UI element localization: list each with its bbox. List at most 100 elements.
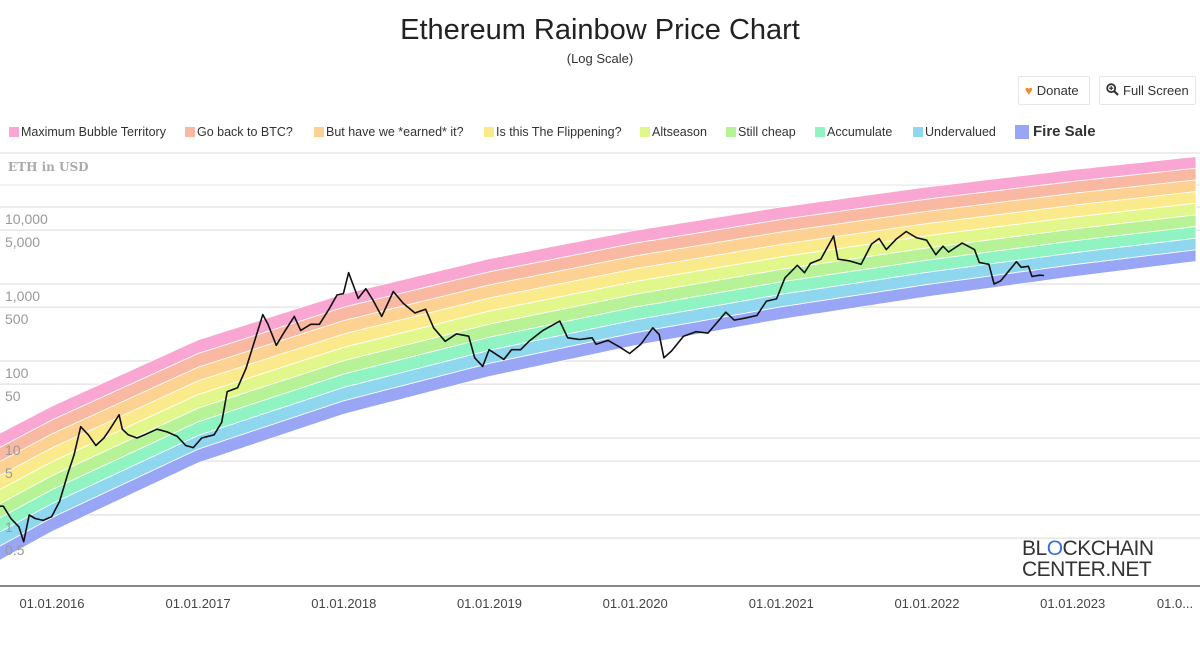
x-tick-label: 01.01.2018 [311,596,376,611]
price-point [716,321,719,323]
legend-item-undervalued[interactable]: Undervalued [913,125,996,139]
logo-text: CKCHAIN [1062,537,1155,560]
x-tick-label: 01.01.2022 [894,596,959,611]
legend-item-maximum-bubble-territory[interactable]: Maximum Bubble Territory [9,125,166,139]
price-point [245,367,247,370]
donate-label: Donate [1036,83,1079,98]
price-point [870,243,873,245]
legend-swatch [726,127,736,137]
price-point [275,344,277,346]
full-screen-button[interactable]: Full Screen [1099,76,1196,105]
price-point [510,349,513,351]
price-point [226,391,228,393]
price-point [520,349,522,351]
y-tick-label: 100 [5,365,29,381]
price-point [42,519,44,522]
price-point [444,340,446,342]
price-point [796,264,798,266]
price-point [166,431,168,433]
legend-label: Maximum Bubble Territory [21,125,166,139]
x-tick-label: 01.01.2020 [603,596,668,611]
price-point [733,319,735,321]
price-point [496,354,498,356]
y-tick-label: 10,000 [5,211,48,227]
logo-text: BL [1022,537,1047,560]
y-axis-label: ETH in USD [8,160,89,174]
legend-label: Is this The Flippening? [496,125,622,139]
price-point [860,263,862,265]
price-point [559,320,561,322]
y-tick-label: 5 [5,465,13,481]
price-point [185,444,187,447]
blockchaincenter-logo[interactable]: BLOCKCHAIN CENTER.NET [1022,538,1154,580]
x-tick-label: 01.01.2019 [457,596,522,611]
price-point [23,541,25,543]
legend-item-accumulate[interactable]: Accumulate [815,125,892,139]
price-point [1015,261,1018,263]
price-point [342,293,344,295]
price-point [973,249,976,251]
price-point [942,245,944,247]
price-point [591,337,593,339]
price-point [310,323,312,325]
price-point [262,314,264,316]
price-point [80,426,82,428]
price-point [103,437,105,439]
price-point [282,334,284,336]
price-point [433,327,435,329]
legend-item-go-back-to-btc[interactable]: Go back to BTC? [185,125,293,139]
price-point [670,350,673,352]
price-point [18,526,20,528]
price-point [87,434,89,436]
price-point [528,340,530,342]
legend-swatch [815,127,825,137]
legend-item-fire-sale[interactable]: Fire Sale [1015,123,1096,140]
price-point [2,505,4,507]
price-point [658,334,660,336]
legend-item-altseason[interactable]: Altseason [640,125,707,139]
price-point [136,437,138,439]
zoom-in-icon [1106,82,1119,99]
price-point [579,338,581,341]
price-point [201,437,203,439]
legend-swatch [913,127,923,137]
price-point [848,260,850,262]
price-point [118,414,120,416]
price-point [468,335,470,337]
donate-button[interactable]: ♥ Donate [1018,76,1090,105]
price-point [915,237,917,239]
legend-swatch [9,127,19,137]
legend-item-earned-it[interactable]: But have we *earned* it? [314,125,464,139]
price-point [73,454,75,456]
price-point [607,339,609,341]
price-point [255,337,257,339]
price-point [192,447,194,449]
price-point [682,335,685,337]
price-point [488,349,490,351]
price-point [425,308,427,310]
price-point [34,517,36,520]
legend: Maximum Bubble Territory Go back to BTC?… [0,123,1200,143]
legend-item-flippening[interactable]: Is this The Flippening? [484,125,622,139]
eth-price-line [0,230,1044,543]
legend-swatch [185,127,195,137]
logo-text: CENTER.NET [1022,558,1152,581]
x-tick-label: 01.01.2017 [166,596,231,611]
price-point [935,254,937,256]
price-point [318,323,320,325]
price-point [775,298,778,300]
legend-swatch [484,127,494,137]
price-point [109,428,111,430]
price-point [803,272,806,274]
y-tick-label: 1,000 [5,288,40,304]
x-tick-label: 01.01.2021 [749,596,814,611]
price-point [595,343,597,345]
price-point [474,357,476,359]
legend-item-still-cheap[interactable]: Still cheap [726,125,796,139]
price-point [707,332,709,334]
price-point [336,294,338,296]
price-point [127,434,129,436]
legend-label: Accumulate [827,125,893,139]
legend-label: Fire Sale [1033,123,1096,140]
